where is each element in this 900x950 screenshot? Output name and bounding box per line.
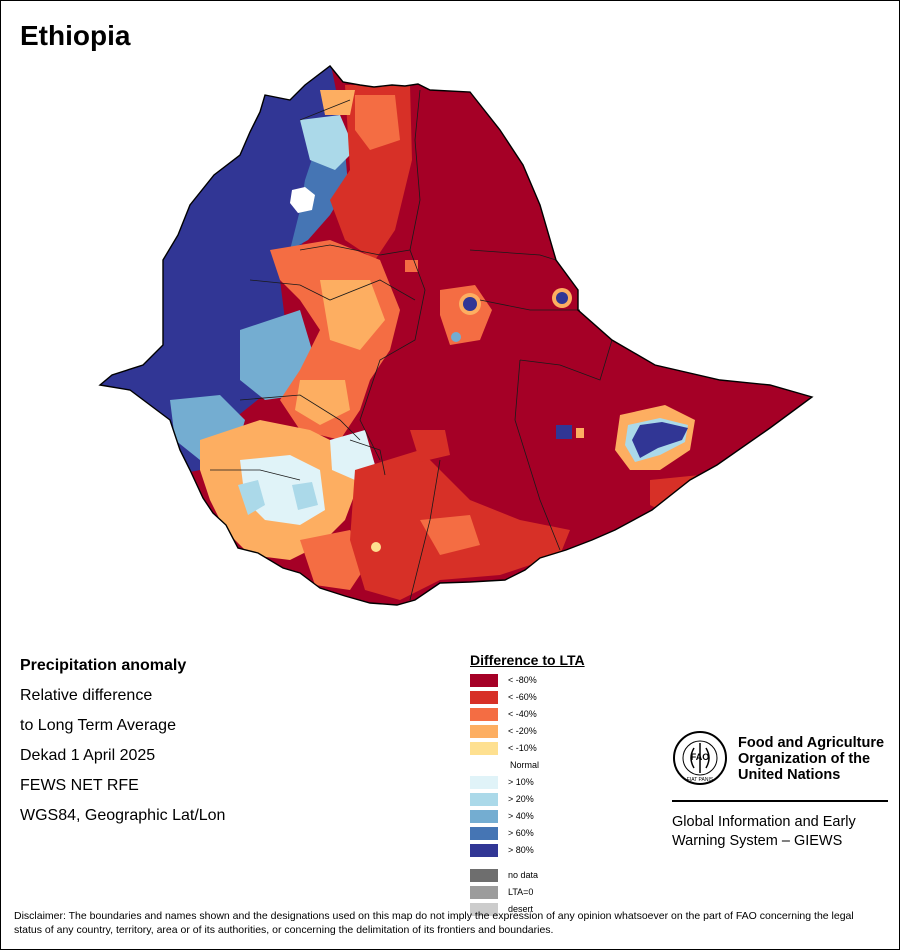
giews-name: Global Information and Early Warning Sys… [672, 814, 856, 849]
legend-item: > 40% [470, 809, 670, 826]
legend-swatch [470, 742, 498, 755]
disclaimer: Disclaimer: The boundaries and names sho… [14, 910, 854, 936]
legend-swatch [470, 844, 498, 857]
legend-label: Normal [510, 760, 540, 770]
legend-swatch [470, 759, 498, 772]
legend-title: Difference to LTA [470, 652, 585, 668]
legend-swatch [470, 793, 498, 806]
legend-item: no data [470, 868, 670, 885]
legend-item: > 20% [470, 792, 670, 809]
legend-label: > 10% [508, 777, 534, 787]
legend-label: < -60% [508, 692, 537, 702]
legend-item: < -10% [470, 741, 670, 758]
legend-label: desert [508, 904, 534, 914]
fao-name: Food and Agriculture Organization of the… [738, 735, 885, 783]
legend-swatch [470, 827, 498, 840]
legend-label: > 40% [508, 811, 534, 821]
fao-logo: FAO FIAT PANIS [673, 731, 727, 785]
map-title: Ethiopia [20, 20, 131, 51]
legend-swatch [470, 903, 498, 916]
anomaly-map [99, 65, 813, 606]
legend-label: > 60% [508, 828, 534, 838]
legend-item: < -40% [470, 707, 670, 724]
legend-item: LTA=0 [470, 885, 670, 902]
legend-swatch [470, 869, 498, 882]
legend: Difference to LTA < -80% < -60% < -40% < -2… [470, 652, 670, 919]
legend-swatch [470, 886, 498, 899]
legend-label: > 20% [508, 794, 534, 804]
legend-item: < -60% [470, 690, 670, 707]
info-line: to Long Term Average [20, 717, 176, 734]
legend-rows: < -80% < -60% < -40% < -20% < -10% Normal > 10… [470, 673, 670, 860]
info-title: Precipitation anomaly [20, 657, 187, 674]
legend-label: < -10% [508, 743, 537, 753]
legend-item: > 10% [470, 775, 670, 792]
info-line: FEWS NET RFE [20, 777, 139, 794]
legend-item: Normal [470, 758, 670, 775]
legend-label: < -40% [508, 709, 537, 719]
legend-label: < -80% [508, 675, 537, 685]
legend-item: < -80% [470, 673, 670, 690]
legend-extra: no data LTA=0 desert [470, 868, 670, 919]
legend-item: > 80% [470, 843, 670, 860]
legend-label: no data [508, 870, 539, 880]
legend-label: > 80% [508, 845, 534, 855]
map-info: Precipitation anomaly Relative differenc… [20, 656, 340, 836]
legend-swatch [470, 674, 498, 687]
fao-logo-text: FAO [691, 752, 710, 762]
legend-item: < -20% [470, 724, 670, 741]
legend-label: LTA=0 [508, 887, 534, 897]
legend-swatch [470, 691, 498, 704]
legend-swatch [470, 810, 498, 823]
legend-swatch [470, 776, 498, 789]
info-line: WGS84, Geographic Lat/Lon [20, 807, 226, 824]
info-line: Relative difference [20, 687, 153, 704]
legend-swatch [470, 725, 498, 738]
legend-item: desert [470, 902, 670, 919]
fao-divider [672, 800, 888, 802]
info-line: Dekad 1 April 2025 [20, 747, 156, 764]
legend-label: < -20% [508, 726, 537, 736]
legend-swatch [470, 708, 498, 721]
fao-logo-motto: FIAT PANIS [687, 777, 714, 783]
legend-item: > 60% [470, 826, 670, 843]
